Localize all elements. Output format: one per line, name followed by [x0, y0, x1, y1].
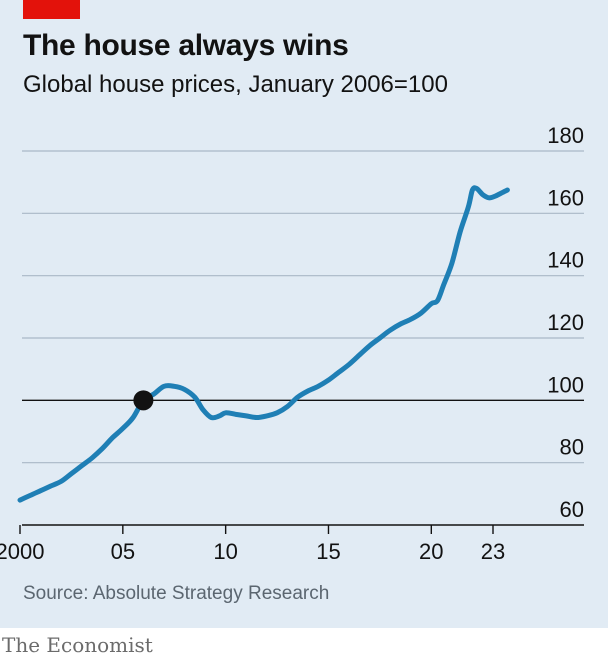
jan-2006-marker [133, 390, 154, 411]
gridlines [22, 150, 584, 526]
x-tick-label: 20 [419, 539, 443, 564]
series-layer [17, 185, 510, 503]
y-tick-label: 160 [547, 185, 584, 210]
x-tick-label: 10 [213, 539, 237, 564]
y-tick-label: 140 [547, 248, 584, 273]
house-price-line [17, 185, 510, 503]
source-note: Source: Absolute Strategy Research [23, 583, 330, 604]
x-axis-tick-labels: 2000 05 10 15 20 23 [0, 525, 505, 564]
y-tick-label: 80 [560, 435, 584, 460]
y-tick-label: 120 [547, 310, 584, 335]
economist-red-tag [23, 0, 80, 19]
y-tick-label: 180 [547, 123, 584, 148]
x-tick-label: 05 [111, 539, 135, 564]
y-tick-label: 100 [547, 372, 584, 397]
chart-title: The house always wins [23, 29, 349, 62]
economist-logo: The Economist [2, 633, 153, 657]
chart-panel [0, 0, 608, 628]
line-chart: 60 80 100 120 140 160 180 2000 05 10 15 20 23 [0, 123, 584, 564]
y-axis-tick-labels: 60 80 100 120 140 160 180 [547, 123, 584, 522]
x-tick-label: 23 [481, 539, 505, 564]
x-tick-label: 15 [316, 539, 340, 564]
chart-subtitle: Global house prices, January 2006=100 [23, 71, 448, 98]
y-tick-label: 60 [560, 497, 584, 522]
x-tick-label: 2000 [0, 539, 44, 564]
